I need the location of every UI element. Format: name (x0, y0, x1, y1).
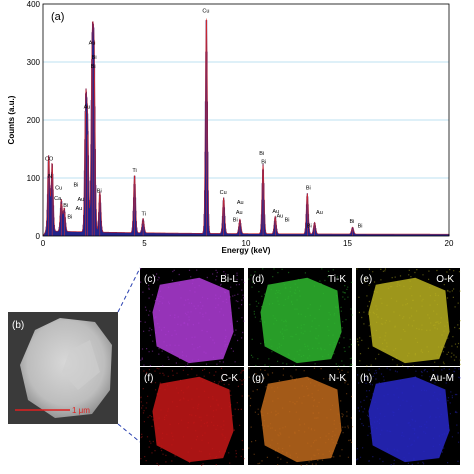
map-particle (260, 376, 342, 463)
map-panel-label: (g) (252, 373, 264, 384)
peak-label: CO (45, 157, 54, 163)
peak-label: Bi (233, 218, 238, 224)
map-element-label: C-K (221, 373, 239, 384)
peak-label: Ca (54, 196, 62, 202)
spectrum-series (42, 19, 450, 237)
peak-label: Bi (358, 223, 363, 229)
map-particle (260, 277, 342, 364)
x-tick-label: 20 (445, 239, 454, 248)
x-axis-label: Energy (keV) (222, 246, 271, 255)
map-panel-label: (h) (360, 373, 372, 384)
peak-label: Bi (306, 186, 311, 192)
map-particle (152, 376, 234, 463)
map-panel-ti-k: (d) Ti-K (248, 268, 353, 367)
y-tick-label: 200 (27, 116, 41, 125)
map-panel-label: (c) (144, 274, 156, 285)
x-tick-label: 5 (142, 239, 147, 248)
peak-label: Bi (285, 218, 290, 224)
x-tick-label: 15 (343, 239, 352, 248)
peak-label: Cu (202, 9, 209, 15)
peak-marker-lines (48, 18, 353, 236)
y-tick-label: 400 (27, 0, 41, 9)
peak-label: Bi (73, 183, 78, 189)
map-noise (248, 367, 354, 466)
y-axis-label: Counts (a.u.) (7, 95, 16, 144)
map-particle (368, 376, 450, 463)
peak-label: Ti (132, 168, 136, 174)
map-panel-label: (d) (252, 274, 264, 285)
y-tick-labels: 0 100 200 300 400 (27, 0, 41, 241)
chart-grid (43, 61, 449, 179)
peak-label: Au (237, 200, 244, 206)
peak-label: Bi (307, 223, 312, 229)
peak-label: Au (272, 209, 279, 215)
peak-label: N (48, 174, 52, 180)
peak-label: Cu (55, 186, 62, 192)
peak-label: Au (236, 210, 243, 216)
peak-label: Au (75, 206, 82, 212)
peak-label: Bi (350, 219, 355, 225)
map-element-label: Au-M (430, 373, 454, 384)
peak-label: Bi (92, 55, 97, 61)
scalebar-label: 1 μm (72, 406, 90, 415)
peak-label: Bi (261, 160, 266, 166)
map-panel-au-m: (h) Au-M (356, 367, 461, 466)
peak-label: Bi (91, 64, 96, 70)
map-element-label: N-K (329, 373, 347, 384)
map-element-label: O-K (436, 274, 454, 285)
x-tick-label: 10 (242, 239, 251, 248)
peak-label: Ti (141, 212, 145, 218)
x-tick-label: 0 (41, 239, 46, 248)
map-panel-label: (f) (144, 373, 153, 384)
y-tick-label: 100 (27, 174, 41, 183)
peak-label: Bi (67, 215, 72, 221)
x-tick-labels: 0 5 10 15 20 (41, 239, 454, 248)
sem-image: 1 μm (b) (8, 312, 118, 424)
eds-spectrum-chart: (a) CONCuCaBiBiAuAuBiAuAuBiBiBiTiTiCuCuA… (7, 0, 454, 255)
peak-label: Au (89, 41, 96, 47)
map-element-label: Bi-L (220, 274, 238, 285)
panel-label-a: (a) (51, 11, 64, 23)
peak-label: Bi (259, 151, 264, 157)
map-panel-c-k: (f) C-K (140, 367, 245, 466)
peak-label: Bi (97, 189, 102, 195)
peak-label: Au (78, 197, 85, 203)
y-tick-label: 0 (36, 232, 41, 241)
map-panel-o-k: (e) O-K (356, 268, 461, 368)
peak-label: Au (84, 104, 91, 110)
y-tick-label: 300 (27, 58, 41, 67)
connector-bottom (117, 423, 141, 443)
map-panel-bi-l: (c) Bi-L (140, 268, 245, 367)
spectrum-bars (42, 20, 450, 236)
peak-label: Bi (63, 203, 68, 209)
plot-frame (42, 3, 450, 237)
map-panel-n-k: (g) N-K (248, 367, 354, 466)
panel-label-b: (b) (12, 320, 24, 331)
map-panel-label: (e) (360, 274, 372, 285)
map-particle (368, 277, 450, 364)
connector-top (117, 267, 141, 313)
map-noise (356, 367, 461, 466)
peak-label: Cu (220, 190, 227, 196)
peak-label: Au (276, 213, 283, 219)
peak-labels: CONCuCaBiBiAuAuBiAuAuBiBiBiTiTiCuCuAuAuB… (45, 9, 363, 230)
spectrum-outline (42, 19, 449, 237)
map-element-label: Ti-K (328, 274, 346, 285)
peak-label: Au (316, 210, 323, 216)
map-particle (152, 277, 234, 364)
